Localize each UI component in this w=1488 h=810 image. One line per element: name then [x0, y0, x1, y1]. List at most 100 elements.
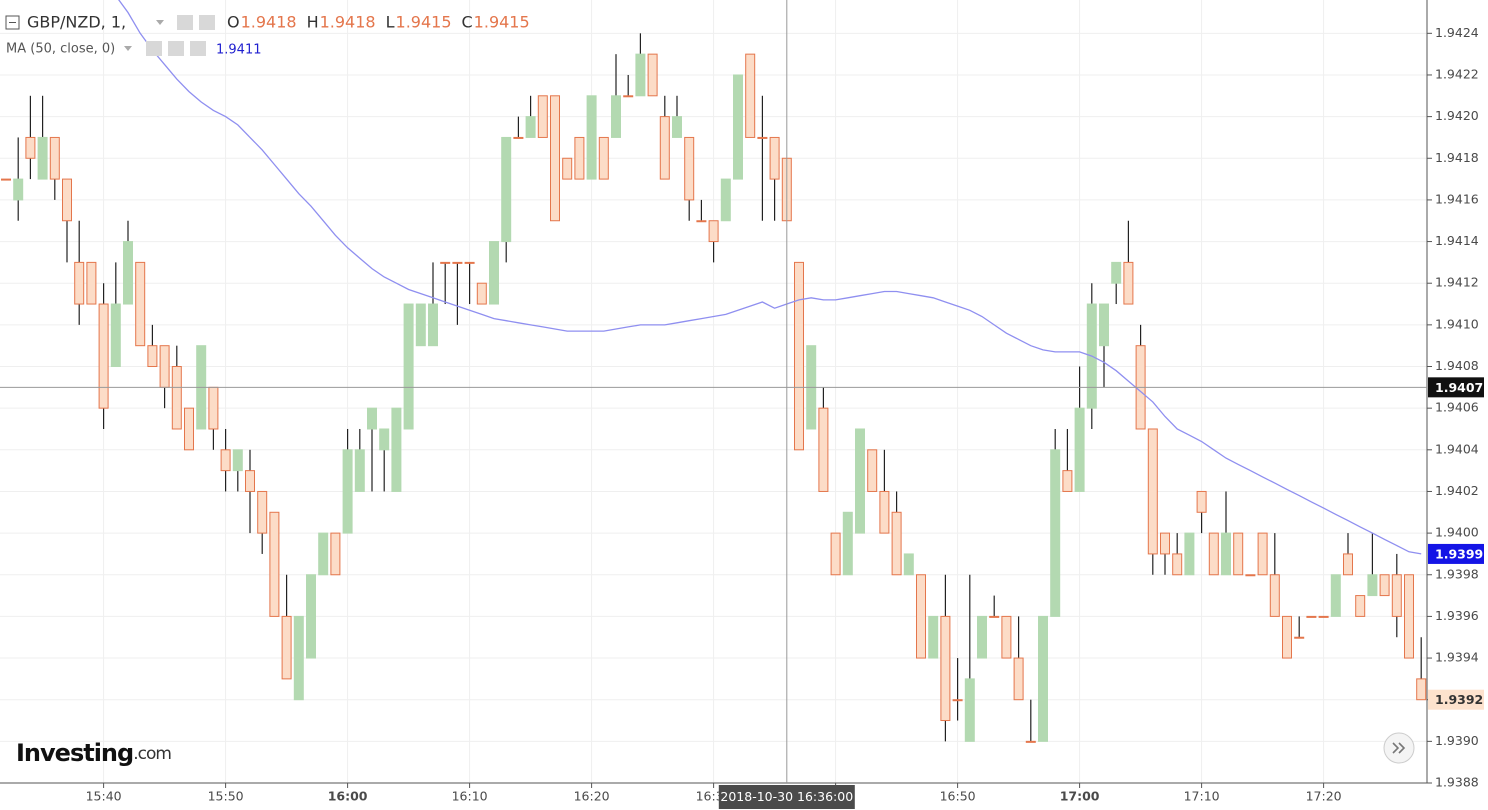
dropdown-arrow[interactable] [124, 46, 132, 51]
candle-body [672, 116, 682, 138]
candle-body [1160, 532, 1170, 555]
y-tick-label: 1.9422 [1435, 66, 1479, 81]
candle-body [525, 116, 536, 138]
candle-body [928, 615, 939, 659]
candle-body [159, 345, 170, 388]
logo: Investing.com [16, 739, 171, 767]
y-tick-label: 1.9402 [1435, 483, 1479, 498]
settings-icon[interactable] [199, 15, 215, 30]
candle-body [452, 261, 463, 264]
settings-icon[interactable] [168, 41, 184, 56]
candle-body [98, 303, 109, 409]
candle-body [1221, 532, 1231, 576]
candle-body [220, 449, 231, 472]
ma-last-value-label: 1.9399 [1435, 546, 1483, 561]
candle-body [208, 386, 219, 430]
candle-body [293, 615, 304, 701]
candle-body [903, 553, 914, 576]
candle-body [1245, 574, 1256, 577]
candle-body [501, 136, 512, 243]
candle-body [1172, 553, 1183, 576]
candle-body [537, 95, 548, 138]
logo-name: Investing [16, 739, 133, 767]
candle-body [611, 95, 621, 138]
candle-body [964, 678, 975, 742]
ma-last-value-box [1428, 543, 1484, 564]
collapse-icon[interactable] [5, 15, 20, 30]
dropdown-arrow[interactable] [156, 20, 164, 25]
candle-body [977, 615, 987, 659]
candle-body [1233, 532, 1244, 576]
candle-body [1282, 615, 1292, 659]
candle-body [25, 136, 36, 159]
candle-body [464, 261, 475, 264]
candle-body [1050, 449, 1061, 617]
candle-body [86, 261, 97, 305]
candle-body [769, 136, 780, 180]
candle-body [232, 449, 243, 472]
candle-body [110, 303, 121, 368]
ohlc-letter: O [227, 13, 240, 32]
x-tick-label: 16:10 [452, 789, 488, 804]
eye-icon[interactable] [146, 41, 162, 56]
candle-body [245, 470, 255, 492]
crosshair-price-label: 1.9407 [1435, 380, 1483, 395]
candle-body [428, 303, 438, 347]
candle-body [745, 53, 756, 138]
candle-body [1416, 678, 1427, 701]
symbol-title: GBP/NZD, 1, [27, 13, 126, 32]
candle-body [123, 241, 133, 305]
x-tick-label: 15:40 [86, 789, 122, 804]
remove-icon[interactable] [190, 41, 206, 56]
candle-body [916, 574, 926, 659]
y-tick-label: 1.9388 [1435, 775, 1479, 790]
candle-body [1025, 740, 1036, 743]
crosshair-time-label: 2018-10-30 16:36:00 [720, 789, 853, 804]
y-tick-label: 1.9414 [1435, 233, 1479, 248]
eye-icon[interactable] [177, 15, 193, 30]
ma-legend-name: MA (50, close, 0) [6, 42, 115, 57]
candle-body [842, 511, 853, 576]
candle-body [318, 532, 329, 576]
candle-body [281, 615, 292, 680]
candle-body [440, 261, 451, 264]
candle-body [37, 136, 48, 180]
ma-legend-value: 1.9411 [216, 43, 262, 58]
x-tick-label: 15:50 [208, 789, 244, 804]
candle-body [1367, 574, 1378, 597]
crosshair-time-box [718, 785, 855, 809]
x-tick-label: 17:10 [1184, 789, 1220, 804]
candle-body [1318, 615, 1329, 618]
y-tick-label: 1.9406 [1435, 400, 1479, 415]
candle-body [891, 511, 902, 576]
crosshair-price-box [1428, 377, 1484, 398]
y-tick-label: 1.9424 [1435, 25, 1479, 40]
candle-body [855, 428, 865, 534]
last-price-label: 1.9392 [1435, 692, 1483, 707]
last-price-box [1428, 689, 1484, 710]
ohlc-letter: H [307, 13, 319, 32]
ohlc-value: 1.9418 [241, 13, 297, 32]
x-tick-label: 16:00 [328, 789, 368, 804]
candle-body [1062, 470, 1073, 492]
candle-body [696, 220, 707, 223]
candle-body [330, 532, 341, 576]
candle-body [379, 428, 390, 451]
candle-body [830, 532, 841, 576]
candle-body [720, 178, 731, 222]
candle-body [1391, 574, 1402, 617]
candle-body [1074, 407, 1085, 492]
candle-body [184, 407, 194, 451]
candle-body [1343, 553, 1353, 576]
candle-body [306, 574, 316, 659]
ma-line [118, 0, 1422, 555]
candle-body [1013, 657, 1024, 701]
candle-body [489, 241, 499, 305]
y-tick-label: 1.9396 [1435, 608, 1479, 623]
candle-body [684, 136, 695, 201]
candle-body [62, 178, 72, 222]
x-tick-label: 17:00 [1060, 789, 1100, 804]
